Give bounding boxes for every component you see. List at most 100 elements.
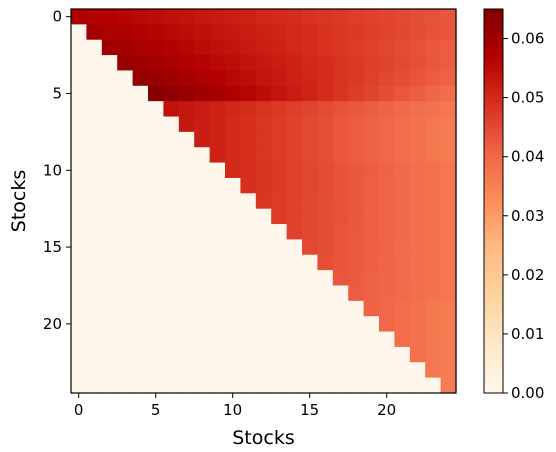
heatmap-cell — [271, 362, 288, 379]
heatmap-cell — [271, 208, 288, 225]
heatmap-cell — [163, 362, 180, 379]
heatmap-cell — [101, 70, 118, 87]
heatmap-cell — [117, 208, 134, 225]
heatmap-cell — [209, 377, 226, 394]
heatmap-cell — [194, 162, 211, 179]
heatmap-cell — [178, 331, 195, 348]
heatmap-cell — [225, 162, 241, 179]
heatmap-cell — [209, 131, 226, 148]
heatmap-cell — [101, 116, 118, 133]
heatmap-cell — [86, 270, 103, 287]
heatmap-cell — [163, 239, 180, 256]
heatmap-cell — [117, 362, 134, 379]
heatmap-cell — [440, 270, 457, 287]
heatmap-cell — [225, 254, 241, 271]
x-axis-label: Stocks — [232, 427, 294, 449]
heatmap-cell — [348, 24, 365, 41]
heatmap-cell — [409, 131, 426, 148]
heatmap-cell — [271, 193, 288, 210]
heatmap-cell — [317, 300, 334, 317]
heatmap-cell — [132, 147, 149, 164]
colorbar-ticks: 0.00 0.01 0.02 0.03 0.04 0.05 0.06 — [503, 30, 544, 402]
heatmap-cell — [317, 208, 334, 225]
x-tick-label: 0 — [74, 401, 84, 419]
heatmap-cell — [425, 362, 442, 379]
heatmap-cell — [302, 208, 318, 225]
heatmap-cell — [132, 331, 149, 348]
heatmap-cell — [379, 331, 395, 348]
heatmap-cell — [132, 193, 149, 210]
heatmap-cell — [332, 224, 349, 240]
heatmap-cell — [225, 85, 241, 102]
heatmap-cell — [225, 316, 241, 333]
heatmap-cell — [86, 55, 103, 72]
heatmap-cell — [71, 39, 87, 56]
heatmap-cell — [86, 224, 103, 240]
heatmap-cell — [240, 177, 257, 194]
heatmap-cell — [132, 346, 149, 363]
heatmap-cell — [194, 224, 211, 240]
heatmap-cell — [101, 9, 118, 25]
heatmap-cell — [302, 85, 318, 102]
heatmap-cell — [178, 39, 195, 56]
heatmap-cell — [425, 193, 442, 210]
heatmap-cell — [348, 177, 365, 194]
heatmap-cell — [209, 208, 226, 225]
heatmap-cell — [240, 9, 257, 25]
heatmap-cell — [348, 9, 365, 25]
heatmap-cell — [409, 9, 426, 25]
heatmap-cell — [163, 193, 180, 210]
heatmap-cell — [117, 377, 134, 394]
heatmap-cell — [271, 70, 288, 87]
heatmap-cell — [101, 208, 118, 225]
heatmap-cell — [101, 39, 118, 56]
heatmap-cell — [379, 208, 395, 225]
heatmap-cell — [255, 316, 272, 333]
heatmap-cell — [317, 346, 334, 363]
heatmap-cell — [225, 331, 241, 348]
heatmap-cell — [209, 193, 226, 210]
heatmap-cell — [148, 131, 164, 148]
heatmap-cell — [117, 101, 134, 118]
heatmap-cell — [101, 85, 118, 102]
heatmap-cell — [409, 85, 426, 102]
heatmap-cell — [71, 239, 87, 256]
heatmap-cell — [363, 101, 380, 118]
heatmap-cell — [286, 239, 303, 256]
heatmap-cell — [178, 239, 195, 256]
heatmap-cell — [394, 285, 411, 302]
heatmap-cell — [440, 362, 457, 379]
heatmap-cell — [240, 316, 257, 333]
heatmap-cell — [302, 224, 318, 240]
heatmap-cell — [271, 239, 288, 256]
heatmap-cell — [317, 70, 334, 87]
heatmap-cell — [71, 331, 87, 348]
heatmap-cell — [317, 116, 334, 133]
heatmap-cell — [425, 270, 442, 287]
heatmap-cell — [209, 346, 226, 363]
heatmap-cell — [240, 208, 257, 225]
heatmap-cell — [71, 162, 87, 179]
heatmap-cell — [86, 116, 103, 133]
heatmap-cell — [317, 131, 334, 148]
heatmap-cell — [302, 70, 318, 87]
heatmap-cell — [148, 147, 164, 164]
heatmap-cell — [271, 300, 288, 317]
heatmap-cell — [409, 377, 426, 394]
heatmap-cell — [425, 285, 442, 302]
heatmap-cell — [317, 55, 334, 72]
heatmap-cell — [425, 55, 442, 72]
heatmap-cell — [363, 116, 380, 133]
heatmap-cell — [409, 224, 426, 240]
heatmap-cell — [379, 9, 395, 25]
heatmap-cell — [409, 193, 426, 210]
heatmap-cell — [209, 316, 226, 333]
heatmap-cell — [379, 254, 395, 271]
heatmap-cell — [117, 39, 134, 56]
heatmap-cell — [86, 177, 103, 194]
heatmap-cell — [271, 254, 288, 271]
heatmap-cell — [178, 85, 195, 102]
heatmap-cell — [178, 208, 195, 225]
heatmap-cell — [178, 116, 195, 133]
heatmap-cell — [178, 162, 195, 179]
